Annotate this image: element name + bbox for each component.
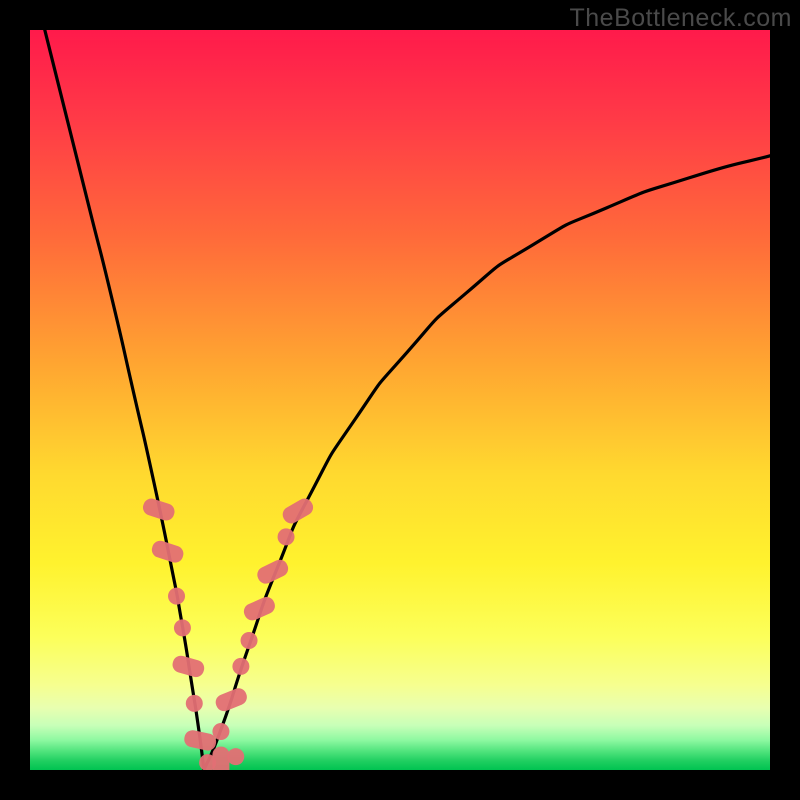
curve-marker (212, 747, 229, 770)
curve-marker (232, 658, 249, 675)
curve-layer (30, 30, 770, 770)
curve-marker (186, 695, 203, 712)
curve-marker (212, 723, 229, 740)
curve-marker (168, 588, 185, 605)
bottleneck-curve (45, 30, 770, 770)
curve-marker (278, 528, 295, 545)
curve-marker (174, 619, 191, 636)
curve-marker (171, 654, 206, 679)
curve-marker (280, 496, 316, 527)
curve-marker (183, 729, 218, 752)
chart-stage: TheBottleneck.com (0, 0, 800, 800)
curve-marker (227, 748, 244, 765)
watermark-text: TheBottleneck.com (570, 4, 793, 33)
plot-area (30, 30, 770, 770)
curve-marker (213, 686, 249, 714)
marker-group (141, 496, 316, 770)
curve-marker (241, 632, 258, 649)
